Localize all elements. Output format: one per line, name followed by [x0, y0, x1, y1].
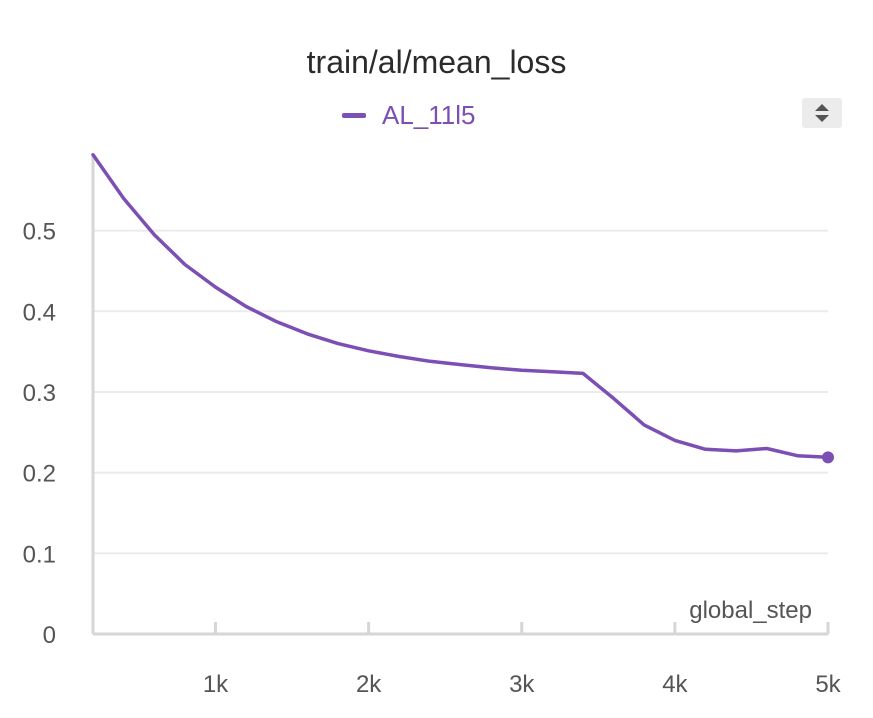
up-down-arrows-icon [815, 104, 829, 122]
x-tick-label: 1k [203, 671, 229, 698]
y-tick-label: 0.5 [23, 219, 56, 246]
legend-swatch [342, 112, 366, 118]
tick-labels: 0 0.1 0.2 0.3 0.4 0.5 1k 2k 3k 4k 5k [23, 219, 842, 698]
x-tick-label: 2k [356, 671, 382, 698]
y-tick-label: 0.2 [23, 461, 56, 488]
axes [91, 154, 830, 636]
x-tick-label: 5k [815, 671, 841, 698]
legend-series-label[interactable]: AL_11l5 [382, 99, 476, 130]
legend[interactable]: AL_11l5 [342, 98, 476, 132]
y-tick-label: 0.1 [23, 541, 56, 568]
y-tick-label: 0 [43, 622, 56, 649]
x-tick-label: 3k [509, 671, 535, 698]
x-axis-title: global_step [689, 597, 812, 624]
y-tick-label: 0.3 [23, 380, 56, 407]
series-lines [91, 153, 834, 464]
chart-title: train/al/mean_loss [306, 44, 567, 80]
x-tick-label: 4k [662, 671, 688, 698]
grid-lines [93, 229, 828, 555]
series-line [91, 153, 830, 460]
y-tick-label: 0.4 [23, 299, 56, 326]
series-end-point [822, 451, 834, 464]
legend-scroll-button[interactable] [802, 98, 842, 128]
